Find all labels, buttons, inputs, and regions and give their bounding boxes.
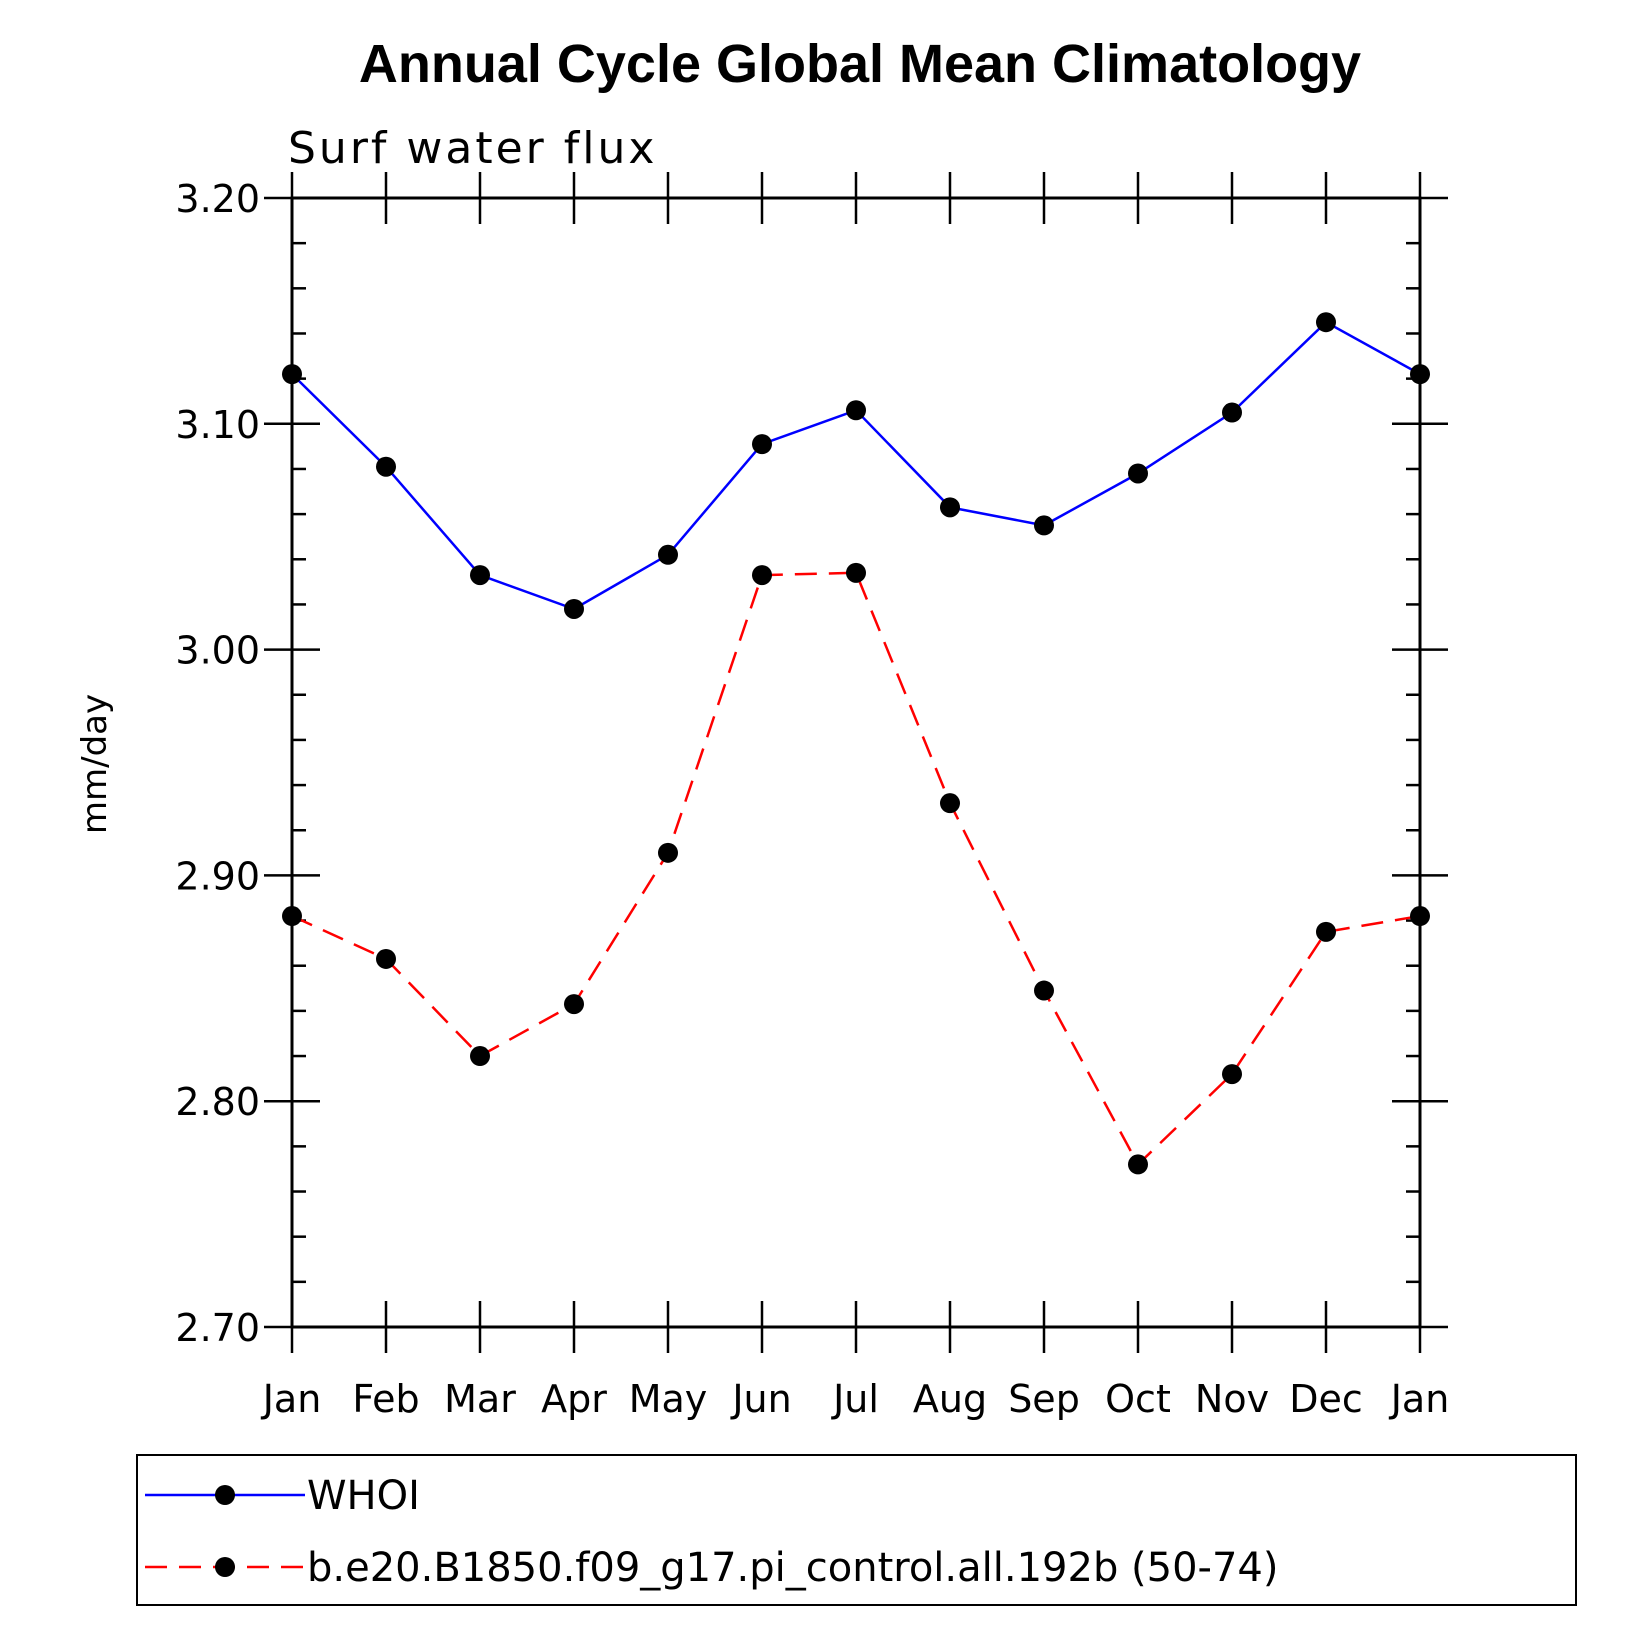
y-tick-label: 2.80 xyxy=(175,1080,260,1124)
x-tick-label: Nov xyxy=(1195,1377,1269,1421)
data-point xyxy=(1410,906,1430,927)
x-tick-label: Dec xyxy=(1289,1377,1363,1421)
chart-title: Annual Cycle Global Mean Climatology xyxy=(359,34,1361,94)
x-tick-label: Oct xyxy=(1105,1377,1171,1421)
chart-subtitle: Surf water flux xyxy=(288,123,657,174)
x-tick-label: Feb xyxy=(352,1377,419,1421)
data-point xyxy=(470,565,490,586)
data-point xyxy=(1128,463,1148,484)
data-point xyxy=(752,565,772,586)
data-point xyxy=(376,456,396,477)
data-point xyxy=(846,400,866,421)
x-tick-label: Apr xyxy=(541,1377,607,1421)
plot-frame xyxy=(290,196,1422,1329)
data-point xyxy=(940,497,960,518)
data-point xyxy=(1222,1064,1242,1085)
data-point xyxy=(1316,312,1336,333)
series-0 xyxy=(282,312,1430,619)
y-axis-label: mm/day xyxy=(75,694,115,834)
data-point xyxy=(846,562,866,583)
y-tick-label: 2.90 xyxy=(175,854,260,898)
legend-box xyxy=(136,1454,1577,1606)
x-tick-label: Jan xyxy=(261,1377,322,1421)
data-point xyxy=(282,364,302,385)
x-tick-label: Jun xyxy=(730,1377,791,1421)
series-layer xyxy=(282,312,1430,1175)
data-point xyxy=(1034,980,1054,1001)
data-point xyxy=(658,544,678,565)
x-tick-label: May xyxy=(629,1377,708,1421)
x-tick-label: Sep xyxy=(1008,1377,1080,1421)
data-point xyxy=(470,1046,490,1067)
x-tick-label: Mar xyxy=(444,1377,516,1421)
data-point xyxy=(564,598,584,619)
data-point xyxy=(1410,364,1430,385)
y-tick-label: 3.10 xyxy=(175,403,260,447)
legend-marker xyxy=(215,1557,235,1577)
data-point xyxy=(376,948,396,969)
x-tick-label: Aug xyxy=(913,1377,987,1421)
x-tick-label: Jan xyxy=(1389,1377,1450,1421)
legend-label: WHOI xyxy=(307,1473,420,1519)
legend: WHOI b.e20.B1850.f09_g17.pi_control.all.1… xyxy=(136,1454,1577,1606)
data-point xyxy=(940,793,960,814)
y-tick-label: 3.00 xyxy=(175,629,260,673)
data-point xyxy=(282,906,302,927)
data-point xyxy=(1128,1154,1148,1175)
data-point xyxy=(1034,515,1054,536)
data-point xyxy=(564,994,584,1015)
y-tick-label: 3.20 xyxy=(175,177,260,221)
x-tick-label: Jul xyxy=(831,1377,879,1421)
data-point xyxy=(1222,402,1242,423)
legend-label: b.e20.B1850.f09_g17.pi_control.all.192b … xyxy=(307,1545,1278,1591)
legend-marker xyxy=(215,1485,235,1505)
y-tick-label: 2.70 xyxy=(175,1306,260,1350)
series-line xyxy=(291,571,1421,1167)
data-point xyxy=(658,842,678,863)
data-point xyxy=(752,434,772,455)
axis-ticks: Jan Feb Mar Apr May Jun Jul Aug Sep Oct Nov Dec Jan2… xyxy=(175,172,1449,1421)
data-point xyxy=(1316,921,1336,942)
series-1 xyxy=(282,562,1430,1175)
